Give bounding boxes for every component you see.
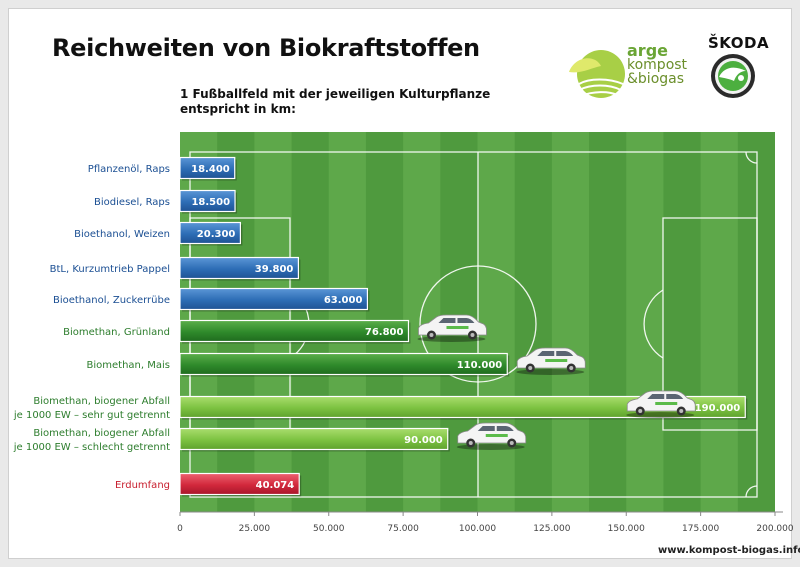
category-label: BtL, Kurzumtrieb Pappel — [50, 264, 170, 275]
leaf-icon — [569, 50, 625, 98]
bar-value-label: 76.800 — [365, 327, 404, 338]
field-stripe — [477, 132, 515, 512]
car-window — [457, 318, 475, 323]
bar-value-label: 18.500 — [191, 197, 230, 208]
car-window — [477, 426, 495, 431]
arge-logo-line-2: kompost — [627, 57, 688, 73]
category-label: Biomethan, biogener Abfall — [33, 396, 170, 407]
car-hub — [468, 441, 473, 445]
bar — [179, 189, 236, 213]
category-label: Biomethan, Mais — [87, 360, 170, 371]
arge-logo-line-1: arge — [627, 41, 668, 60]
subtitle-line-2: entspricht in km: — [180, 102, 296, 116]
category-label: Biomethan, Grünland — [63, 327, 170, 338]
bar-value-label: 110.000 — [457, 360, 503, 371]
bar-value-label: 20.300 — [197, 229, 236, 240]
x-tick-label: 100.000 — [459, 524, 496, 534]
field-stripe — [551, 132, 590, 512]
field-right-penalty-arc — [643, 289, 664, 359]
field-corner-arc — [745, 151, 758, 164]
x-tick-label: 200.000 — [756, 524, 793, 534]
field-right-penalty-box — [662, 217, 758, 431]
bar-value-label: 190.000 — [695, 403, 741, 414]
bar-value-label: 90.000 — [404, 435, 443, 446]
category-label: Bioethanol, Weizen — [74, 229, 170, 240]
car-hub — [470, 333, 475, 337]
bar — [179, 352, 508, 376]
car-window — [438, 318, 456, 323]
website-url: www.kompost-biogas.info — [658, 545, 800, 556]
field-center-circle — [419, 265, 537, 383]
bar — [179, 319, 410, 343]
bar — [179, 256, 300, 280]
arge-logo-line-3: &biogas — [627, 71, 685, 87]
subtitle-line-1: 1 Fußballfeld mit der jeweiligen Kulturp… — [180, 87, 491, 101]
category-label: Erdumfang — [115, 480, 170, 491]
car-hub — [429, 333, 434, 337]
category-label: Pflanzenöl, Raps — [88, 164, 170, 175]
car-icon — [626, 390, 696, 418]
car-hub — [528, 366, 533, 370]
car-stripe — [655, 402, 678, 405]
bar — [179, 287, 369, 311]
car-hub — [509, 441, 514, 445]
bar-value-label: 40.074 — [256, 480, 295, 491]
category-label: Bioethanol, Zuckerrübe — [53, 295, 170, 306]
chart-subtitle: 1 Fußballfeld mit der jeweiligen Kulturp… — [180, 87, 490, 117]
x-tick-label: 175.000 — [682, 524, 719, 534]
bar-value-label: 39.800 — [255, 264, 294, 275]
x-tick-label: 75.000 — [387, 524, 419, 534]
category-label: Biodiesel, Raps — [94, 197, 170, 208]
bar — [179, 472, 300, 496]
category-label: je 1000 EW – sehr gut getrennt — [13, 410, 170, 421]
bar — [179, 221, 241, 245]
car-hub — [679, 409, 684, 413]
car-stripe — [446, 326, 469, 329]
car-stripe — [545, 359, 568, 362]
car-icon — [456, 422, 527, 450]
category-label: je 1000 EW – schlecht getrennt — [13, 442, 170, 453]
x-tick-label: 150.000 — [608, 524, 645, 534]
x-axis: 0 25.000 50.000 75.000 100.000 125.000 150.000… — [177, 511, 794, 534]
car-window — [647, 394, 665, 399]
car-stripe — [485, 434, 508, 437]
bar-value-label: 18.400 — [191, 164, 230, 175]
skoda-wordmark: ŠKODA — [708, 34, 770, 52]
car-hub — [569, 366, 574, 370]
x-tick-label: 125.000 — [533, 524, 570, 534]
car-hub — [638, 409, 643, 413]
x-tick-label: 25.000 — [239, 524, 271, 534]
field-stripe — [626, 132, 664, 512]
arge-kompost-biogas-logo: arge kompost &biogas — [565, 41, 695, 102]
page-title: Reichweiten von Biokraftstoffen — [52, 34, 480, 62]
car-window — [556, 351, 574, 356]
bar-value-label: 63.000 — [324, 295, 363, 306]
x-tick-label: 0 — [177, 524, 183, 534]
car-icon — [417, 314, 487, 342]
category-label: Biomethan, biogener Abfall — [33, 428, 170, 439]
car-window — [496, 426, 514, 431]
car-window — [666, 394, 684, 399]
bar — [179, 156, 236, 180]
car-icon — [516, 347, 586, 375]
x-tick-label: 50.000 — [313, 524, 345, 534]
arge-logo-text: arge kompost &biogas — [627, 41, 688, 87]
car-window — [537, 351, 555, 356]
bar — [179, 427, 449, 451]
bar — [179, 395, 746, 419]
skoda-badge-icon — [711, 54, 755, 98]
field-stripe — [700, 132, 738, 512]
field-corner-arc — [745, 485, 758, 498]
bars: 18.400 Pflanzenöl, Raps 18.500 Biodiesel, R… — [13, 156, 748, 497]
